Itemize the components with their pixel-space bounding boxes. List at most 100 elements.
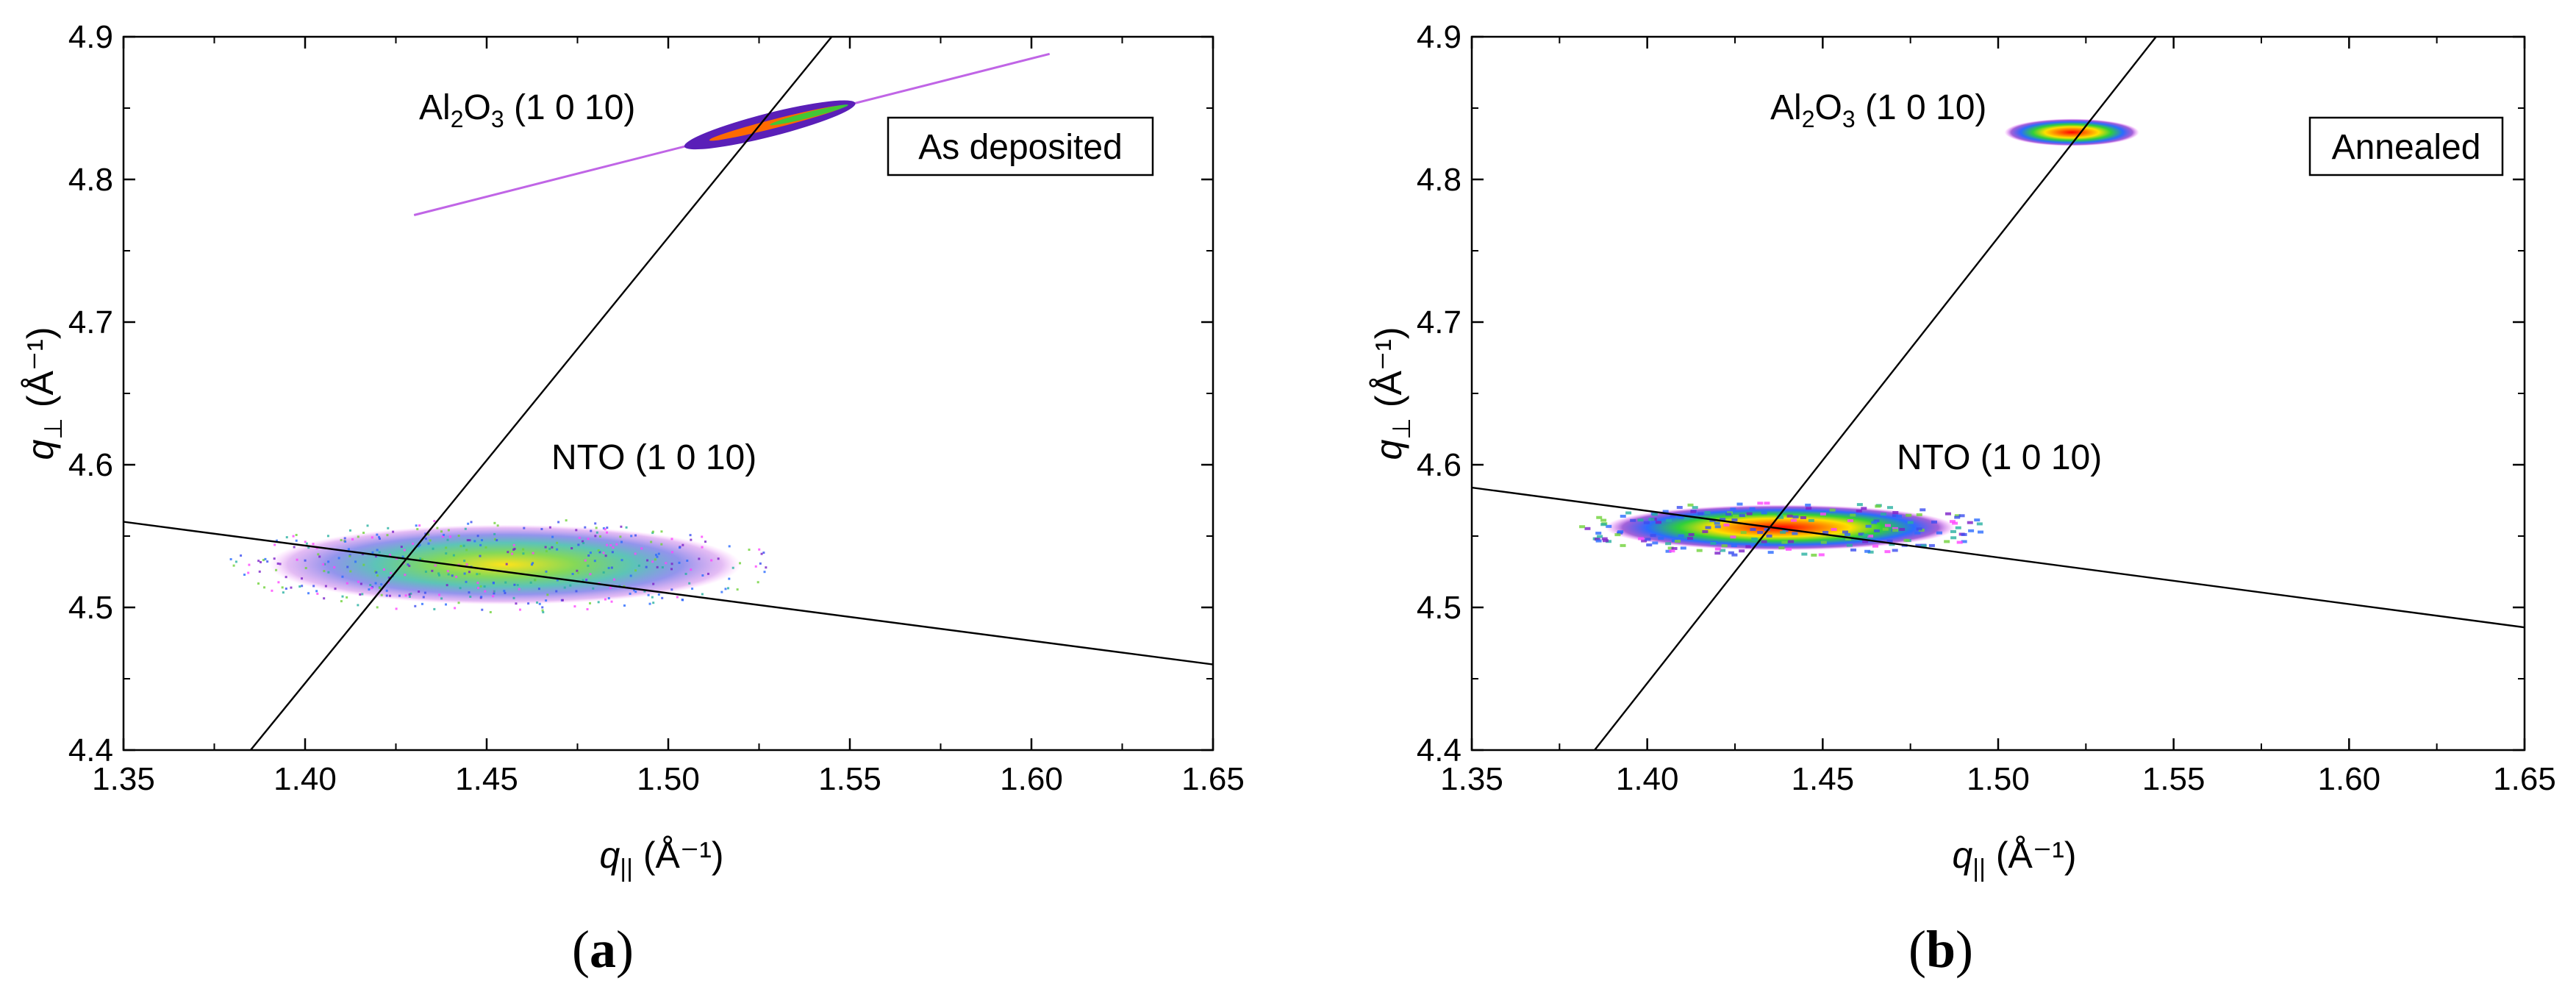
film-peak-speckle: [577, 571, 580, 574]
y-tick-label: 4.9: [68, 19, 113, 55]
film-peak-speckle: [576, 569, 579, 572]
film-peak-speckle: [1655, 521, 1661, 524]
film-peak-speckle: [701, 593, 704, 596]
film-peak-speckle: [1954, 515, 1961, 519]
film-peak-speckle: [1862, 533, 1869, 537]
film-peak-speckle: [1850, 513, 1856, 517]
film-peak-speckle: [357, 604, 359, 607]
panel-label-close: ): [616, 920, 634, 979]
film-peak-speckle: [436, 527, 439, 529]
film-peak-speckle: [587, 554, 590, 557]
film-peak-speckle: [493, 521, 496, 524]
x-axis-unit: (Å⁻¹): [633, 835, 724, 876]
film-peak-speckle: [1820, 540, 1827, 544]
film-peak-speckle: [594, 535, 597, 538]
y-tick-label: 4.8: [1417, 162, 1461, 198]
film-peak-speckle: [634, 590, 637, 593]
film-peak-speckle: [578, 536, 581, 539]
film-peak-speckle: [243, 574, 246, 577]
film-peak-speckle: [1884, 550, 1891, 554]
film-peak-speckle: [597, 601, 600, 604]
film-peak-speckle: [389, 554, 392, 557]
film-peak-speckle: [277, 581, 280, 584]
film-peak-speckle: [633, 589, 636, 592]
film-peak-speckle: [736, 588, 739, 591]
film-peak-speckle: [1714, 525, 1721, 529]
panel-label-close: ): [1956, 920, 1973, 979]
film-peak-speckle: [577, 543, 580, 546]
film-peak-speckle: [1696, 549, 1703, 552]
film-peak-speckle: [763, 571, 766, 574]
film-peak-speckle: [706, 572, 709, 575]
film-peak-speckle: [594, 522, 597, 525]
film-peak-speckle: [1764, 543, 1770, 546]
film-peak-speckle: [464, 527, 467, 530]
film-peak-speckle: [604, 554, 607, 557]
film-peak-speckle: [534, 579, 537, 582]
film-peak-speckle: [1684, 517, 1690, 521]
film-peak-speckle: [640, 547, 643, 550]
film-peak-speckle: [1889, 543, 1895, 546]
y-tick-label: 4.5: [1417, 590, 1461, 626]
film-peak-speckle: [478, 572, 481, 575]
film-peak-speckle: [346, 582, 348, 585]
film-peak-speckle: [679, 546, 681, 549]
film-peak-speckle: [607, 566, 610, 569]
film-peak-speckle: [518, 608, 521, 611]
film-peak-speckle: [445, 603, 448, 606]
film-peak-speckle: [275, 568, 278, 571]
y-tick-label: 4.9: [1417, 19, 1461, 55]
film-peak-speckle: [720, 590, 723, 593]
film-peak-speckle: [630, 535, 633, 538]
film-peak-speckle: [1858, 532, 1864, 536]
film-peak-speckle: [606, 527, 609, 529]
film-peak-speckle: [304, 567, 307, 570]
film-peak-speckle: [385, 594, 388, 597]
film-peak-speckle: [457, 602, 460, 604]
film-peak-speckle: [654, 558, 656, 561]
film-peak-speckle: [1625, 511, 1632, 515]
film-peak-speckle: [1915, 543, 1922, 547]
y-axis-subscript: ⊥: [1388, 418, 1416, 440]
film-peak-speckle: [495, 539, 498, 542]
film-peak-speckle: [1579, 525, 1586, 529]
x-tick-label: 1.65: [1181, 761, 1245, 797]
film-peak-speckle: [1752, 538, 1759, 541]
film-peak-speckle: [418, 524, 421, 527]
substrate-peak-edge: [770, 104, 848, 126]
film-peak-speckle: [462, 544, 465, 547]
film-peak-speckle: [593, 560, 596, 563]
film-peak-speckle: [1606, 540, 1612, 543]
film-peak-speckle: [1955, 526, 1961, 529]
film-peak-speckle: [290, 586, 293, 589]
film-peak-speckle: [262, 559, 265, 562]
film-peak-speckle: [424, 570, 427, 573]
film-peak-speckle: [1952, 521, 1958, 525]
film-peak-speckle: [1856, 509, 1862, 513]
y-axis-title: q⊥ (Å⁻¹): [20, 326, 68, 460]
film-peak-speckle: [612, 578, 615, 581]
film-peak-speckle: [717, 557, 720, 560]
film-peak-speckle: [341, 595, 344, 598]
film-peak-speckle: [298, 585, 301, 588]
film-peak-speckle: [459, 545, 462, 548]
film-peak-speckle: [645, 565, 648, 568]
film-peak-speckle: [748, 549, 751, 552]
film-peak-speckle: [357, 535, 359, 538]
film-peak-speckle: [532, 562, 534, 565]
film-peak-speckle: [684, 572, 687, 575]
substrate-annotation: Al2O3 (1 0 10): [1770, 88, 1986, 132]
film-peak-speckle: [327, 571, 330, 574]
film-peak-speckle: [441, 535, 444, 538]
film-peak-speckle: [1670, 514, 1676, 518]
film-peak-speckle: [432, 547, 434, 550]
film-peak-speckle: [1785, 547, 1792, 551]
film-peak-speckle: [327, 560, 330, 563]
film-peak-speckle: [1976, 522, 1983, 526]
film-peak-speckle: [1790, 518, 1797, 522]
film-peak-speckle: [387, 577, 390, 579]
film-peak-speckle: [643, 590, 646, 593]
film-peak-speckle: [476, 582, 479, 585]
film-peak-speckle: [670, 588, 673, 591]
film-peak-speckle: [686, 559, 689, 562]
